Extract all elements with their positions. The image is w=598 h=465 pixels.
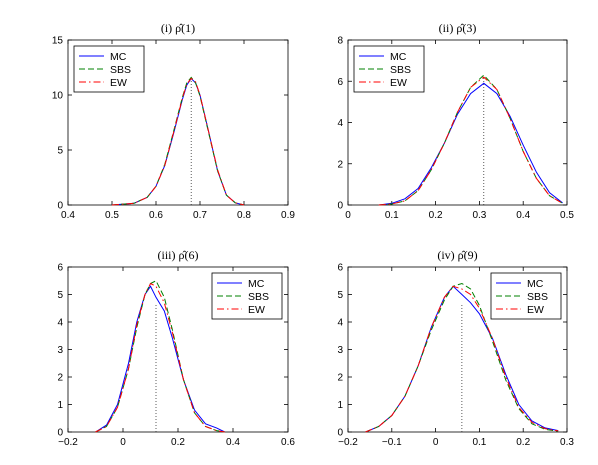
legend-box — [211, 272, 283, 320]
series-line-ew — [95, 282, 225, 433]
y-tick-label: 0 — [337, 201, 343, 212]
legend-label-sbs: SBS — [527, 291, 548, 303]
panel-title: (iii) ρ̂(6) — [158, 248, 199, 262]
series-line-sbs — [111, 76, 245, 206]
y-tick-label: 0 — [337, 428, 343, 439]
y-tick-label: 4 — [57, 318, 63, 329]
legend-label-sbs: SBS — [390, 64, 411, 76]
y-tick-label: 2 — [337, 373, 343, 384]
y-tick-label: 15 — [52, 36, 64, 47]
panel-title: (i) ρ̂(1) — [161, 21, 195, 35]
x-tick-label: 0.4 — [61, 210, 75, 221]
panel-4: (iv) ρ̂(9) −0.2 −0.1 0 0.1 0.2 0.3 0 1 2 3 4 5 6 MCSBS… — [337, 248, 574, 448]
x-tick-label: 0 — [433, 437, 439, 448]
y-tick-label: 3 — [337, 345, 343, 356]
x-tick-label: 0.1 — [385, 210, 399, 221]
legend-box — [490, 272, 562, 320]
y-tick-label: 6 — [57, 263, 63, 274]
panel-title: (ii) ρ̂(3) — [439, 21, 477, 35]
series-line-mc — [111, 77, 245, 206]
y-tick-label: 4 — [337, 118, 343, 129]
x-tick-label: 0.3 — [560, 437, 574, 448]
y-tick-label: 3 — [57, 345, 63, 356]
y-tick-label: 6 — [337, 77, 343, 88]
panel-title: (iv) ρ̂(9) — [437, 248, 477, 262]
legend-label-ew: EW — [248, 304, 265, 316]
x-tick-label: 0 — [120, 437, 126, 448]
x-tick-label: 0.5 — [105, 210, 119, 221]
x-tick-label: 0.2 — [171, 437, 185, 448]
y-tick-label: 6 — [337, 263, 343, 274]
x-tick-label: −0.2 — [338, 437, 358, 448]
legend-label-mc: MC — [110, 51, 127, 63]
x-tick-label: −0.1 — [382, 437, 402, 448]
x-tick-label: 0.4 — [226, 437, 240, 448]
series-line-ew — [365, 285, 559, 433]
y-tick-label: 0 — [57, 201, 63, 212]
x-tick-label: 0 — [345, 210, 351, 221]
x-tick-label: 0.8 — [237, 210, 251, 221]
x-tick-label: 0.2 — [516, 437, 530, 448]
y-tick-label: 5 — [57, 146, 63, 157]
y-tick-label: 8 — [337, 36, 343, 47]
series-line-sbs — [378, 74, 563, 206]
x-tick-label: 0.4 — [516, 210, 530, 221]
y-tick-label: 10 — [52, 91, 64, 102]
y-tick-label: 2 — [337, 159, 343, 170]
x-tick-label: 0.6 — [281, 437, 295, 448]
x-tick-label: 0.3 — [472, 210, 486, 221]
legend-box — [73, 45, 145, 93]
series-line-ew — [378, 76, 563, 206]
y-tick-label: 4 — [337, 318, 343, 329]
legend-label-ew: EW — [110, 77, 127, 89]
legend-label-mc: MC — [248, 278, 265, 290]
y-tick-label: 1 — [57, 400, 63, 411]
x-tick-label: −0.2 — [58, 437, 78, 448]
x-tick-label: 0.5 — [560, 210, 574, 221]
legend-label-sbs: SBS — [248, 291, 269, 303]
legend-box — [353, 45, 425, 93]
legend-label-mc: MC — [527, 278, 544, 290]
y-tick-label: 5 — [337, 290, 343, 301]
series-line-ew — [111, 77, 245, 206]
legend-label-mc: MC — [390, 51, 407, 63]
legend-label-ew: EW — [527, 304, 544, 316]
legend-label-sbs: SBS — [110, 64, 131, 76]
x-tick-label: 0.6 — [149, 210, 163, 221]
y-tick-label: 2 — [57, 373, 63, 384]
y-tick-label: 1 — [337, 400, 343, 411]
y-tick-label: 0 — [57, 428, 63, 439]
series-line-mc — [378, 82, 563, 206]
x-tick-label: 0.1 — [472, 437, 486, 448]
x-tick-label: 0.7 — [193, 210, 207, 221]
legend-label-ew: EW — [390, 77, 407, 89]
x-tick-label: 0.9 — [281, 210, 295, 221]
x-tick-label: 0.2 — [429, 210, 443, 221]
axes-frame — [67, 39, 289, 206]
y-tick-label: 5 — [57, 290, 63, 301]
series-line-mc — [95, 285, 226, 433]
